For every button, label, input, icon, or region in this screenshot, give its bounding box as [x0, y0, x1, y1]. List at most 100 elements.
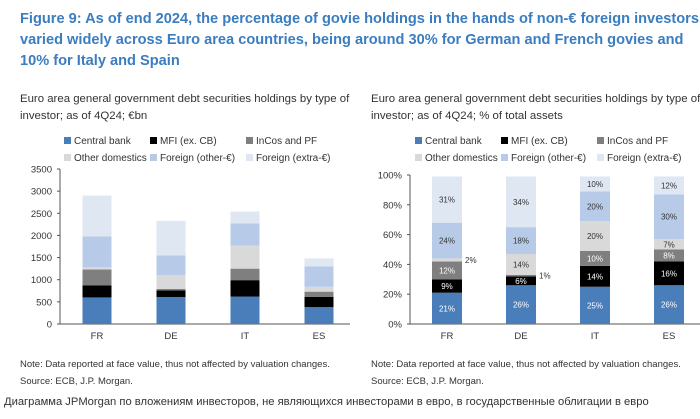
data-label: 24% [439, 237, 455, 246]
legend-swatch [597, 137, 604, 144]
right-chart-subtitle: Euro area general government debt securi… [371, 93, 700, 122]
data-label: 26% [661, 301, 677, 310]
y-tick-label: 3000 [31, 187, 52, 198]
bar-segment [654, 176, 684, 195]
y-tick-label: 1000 [31, 275, 52, 286]
legend-label: MFI (ex. CB) [511, 136, 568, 147]
bar-segment [230, 296, 260, 324]
y-tick-label: 100% [378, 171, 403, 182]
legend-label: InCos and PF [256, 136, 318, 147]
bar-segment [156, 290, 186, 297]
legend-item: Foreign (other-€) [150, 153, 246, 164]
bar-segment [580, 250, 610, 266]
legend-label: Central bank [74, 136, 131, 147]
bar-segment [654, 194, 684, 240]
bar-segment [654, 285, 684, 324]
bar-segment [156, 296, 186, 324]
data-label: 26% [513, 301, 529, 310]
legend-swatch [597, 154, 604, 161]
bar-segment [654, 239, 684, 250]
left-chart-note: Note: Data reported at face value, thus … [20, 356, 330, 390]
bar-segment [230, 268, 260, 281]
data-label: 30% [661, 213, 677, 222]
y-tick-label: 60% [383, 230, 403, 241]
bar-segment [506, 253, 536, 275]
bar-segment [304, 258, 334, 267]
y-tick-label: 80% [383, 200, 403, 211]
bar-segment [230, 245, 260, 269]
bar-segment [82, 267, 112, 270]
data-label: 25% [587, 301, 603, 310]
data-label: 12% [439, 266, 455, 275]
figure-title: Figure 9: As of end 2024, the percentage… [20, 11, 699, 69]
data-label: 6% [515, 277, 527, 286]
legend-swatch [246, 154, 253, 161]
legend-swatch [246, 137, 253, 144]
source-text: Source: ECB, J.P. Morgan. [371, 376, 484, 387]
y-tick-label: 2500 [31, 209, 52, 220]
y-tick-label: 20% [383, 290, 403, 301]
legend-item: Other domestics [415, 153, 501, 164]
legend-swatch [415, 137, 422, 144]
data-label: 20% [587, 232, 603, 241]
bar-segment [230, 211, 260, 224]
legend-swatch [501, 154, 508, 161]
legend-label: Foreign (extra-€) [607, 153, 682, 164]
left-chart-legend: Central bank MFI (ex. CB) InCos and PF Othe… [64, 136, 342, 164]
bar-segment [82, 195, 112, 237]
legend-label: Foreign (other-€) [511, 153, 587, 164]
bar-segment [304, 266, 334, 287]
x-tick-label: IT [591, 331, 600, 342]
legend-label: Central bank [425, 136, 482, 147]
bar-segment [156, 275, 186, 290]
bar-segment [432, 222, 462, 259]
bar-segment [230, 280, 260, 297]
data-label: 16% [661, 269, 677, 278]
data-label: 18% [513, 237, 529, 246]
legend-swatch [415, 154, 422, 161]
data-label: 34% [513, 198, 529, 207]
legend-item: Other domestics [64, 153, 150, 164]
legend-item: Foreign (other-€) [501, 153, 597, 164]
legend-label: Other domestics [425, 153, 498, 164]
right-chart-percent: 0% 20% 40% 60% 80% 100% 21% 9% 12% 2% 24% 31% FR 26% 6… [378, 171, 700, 342]
y-tick-label: 2000 [31, 231, 52, 242]
bar-segment [506, 227, 536, 254]
bar-segment [156, 255, 186, 276]
data-label: 31% [439, 196, 455, 205]
data-label: 12% [661, 181, 677, 190]
legend-swatch [64, 154, 71, 161]
data-label: 8% [663, 251, 675, 260]
legend-item: Foreign (extra-€) [597, 153, 693, 164]
bar-segment [156, 289, 186, 291]
left-chart-absolute: 0 500 1000 1500 2000 2500 3000 3500 FR DE IT ES [31, 165, 350, 342]
legend-label: Foreign (other-€) [160, 153, 236, 164]
legend-item: InCos and PF [246, 136, 342, 147]
y-tick-label: 40% [383, 260, 403, 271]
x-tick-label: DE [514, 331, 527, 342]
bar-segment [432, 258, 462, 262]
legend-item: Foreign (extra-€) [246, 153, 342, 164]
bar-segment [432, 176, 462, 223]
bar-segment [506, 274, 536, 277]
bar-segment [304, 286, 334, 292]
bar-segment [82, 236, 112, 268]
note-text: Note: Data reported at face value, thus … [371, 359, 681, 370]
y-tick-label: 0% [388, 320, 402, 331]
image-caption: Диаграмма JPMorgan по вложениям инвестор… [4, 396, 649, 408]
y-tick-label: 0 [47, 320, 52, 331]
legend-item: InCos and PF [597, 136, 693, 147]
bar-segment [230, 223, 260, 246]
bar-segment [304, 296, 334, 308]
bar-segment [654, 261, 684, 286]
legend-item: MFI (ex. CB) [501, 136, 597, 147]
data-label: 20% [587, 202, 603, 211]
legend-item: Central bank [64, 136, 150, 147]
data-label: 2% [465, 256, 477, 265]
bar-segment [506, 285, 536, 324]
data-label: 1% [539, 272, 551, 281]
data-label: 9% [441, 282, 453, 291]
bar-segment [580, 286, 610, 324]
bar-segment [580, 176, 610, 192]
bar-segment [432, 292, 462, 324]
